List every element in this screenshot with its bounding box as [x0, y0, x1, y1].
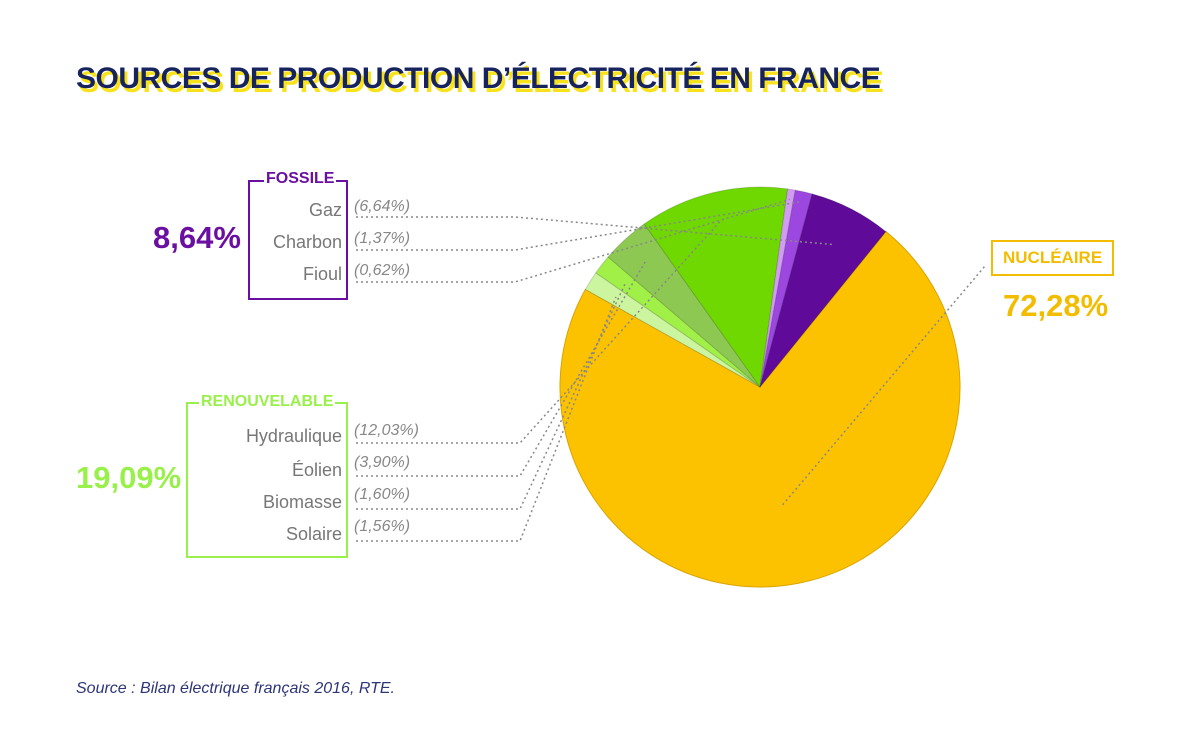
- renouvelable-group-box-right: [346, 402, 348, 556]
- pie-slice-olien: [607, 223, 761, 388]
- source-name-gaz: Gaz: [308, 200, 342, 220]
- pie-slice-solaire: [584, 272, 761, 388]
- source-name-eolien: Éolien: [291, 460, 342, 480]
- leader-line-gaz: [356, 216, 833, 246]
- source-name-hydraulique: Hydraulique: [245, 426, 342, 446]
- source-pct-hydraulique: (12,03%): [354, 422, 419, 439]
- renouvelable-total: 19,09%: [76, 460, 182, 495]
- leader-line-nucleaire: [782, 265, 986, 506]
- pie-slice-biomasse: [595, 256, 761, 388]
- fossile-group-box-right: [346, 180, 348, 298]
- source-name-biomasse: Biomasse: [262, 492, 342, 512]
- source-pct-solaire: (1,56%): [354, 518, 411, 535]
- leader-lines: [356, 198, 986, 542]
- fossile-group-title: FOSSILE: [264, 170, 337, 188]
- pie-slice-gaz: [759, 193, 887, 388]
- fossile-total: 8,64%: [153, 220, 241, 255]
- renouvelable-group-title: RENOUVELABLE: [199, 393, 336, 411]
- nucleaire-label: NUCLÉAIRE: [991, 240, 1115, 276]
- source-note: Source : Bilan électrique français 2016,…: [76, 680, 395, 697]
- source-name-fioul: Fioul: [302, 264, 342, 284]
- pie-slice-nuclaire: [559, 230, 961, 588]
- source-name-charbon: Charbon: [272, 232, 342, 252]
- source-pct-gaz: (6,64%): [354, 198, 411, 215]
- pie-slice-charbon: [759, 189, 813, 388]
- source-pct-eolien: (3,90%): [354, 454, 411, 471]
- leader-line-fioul: [356, 198, 791, 283]
- pie-slices: [559, 186, 961, 588]
- source-pct-charbon: (1,37%): [354, 230, 411, 247]
- chart-title: SOURCES DE PRODUCTION D’ÉLECTRICITÉ EN F…: [76, 62, 881, 95]
- leader-line-biomasse: [356, 282, 627, 510]
- source-name-solaire: Solaire: [285, 524, 342, 544]
- source-pct-fioul: (0,62%): [354, 262, 411, 279]
- pie-slice-fioul: [759, 188, 796, 388]
- source-pct-biomasse: (1,60%): [354, 486, 411, 503]
- nucleaire-total: 72,28%: [1003, 288, 1109, 323]
